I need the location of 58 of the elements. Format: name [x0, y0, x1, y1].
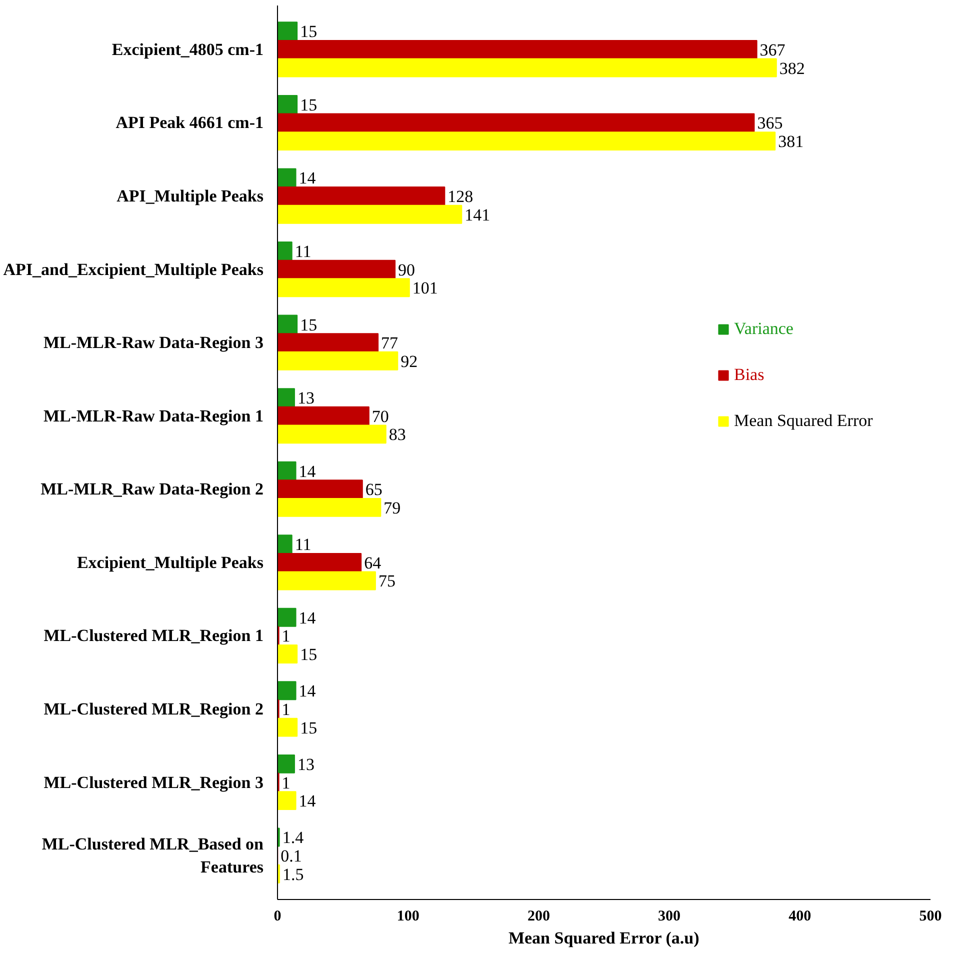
x-axis-title: Mean Squared Error (a.u) — [508, 928, 700, 948]
data-label: 83 — [388, 425, 406, 444]
data-label: 1 — [282, 773, 290, 792]
data-label: 92 — [400, 352, 418, 371]
legend-label: Variance — [734, 319, 794, 339]
data-label: 1.4 — [282, 828, 304, 848]
y-tick-label: ML-Clustered MLR_Based on Features — [42, 834, 264, 876]
legend-label: Bias — [734, 365, 764, 385]
data-label: 11 — [294, 535, 312, 554]
y-tick-label: API_Multiple Peaks — [116, 186, 264, 206]
y-tick-label: Excipient_Multiple Peaks — [76, 552, 264, 572]
data-label: 79 — [384, 498, 401, 518]
data-label: 365 — [757, 114, 783, 133]
data-label: 141 — [464, 205, 490, 224]
data-label: 13 — [297, 754, 314, 774]
y-tick-label: ML-Clustered MLR_Region 1 — [44, 626, 264, 646]
data-label: 14 — [298, 462, 316, 481]
data-label: 15 — [300, 315, 318, 334]
data-label: 14 — [298, 168, 316, 188]
y-tick-label: ML-MLR-Raw Data-Region 1 — [43, 406, 264, 426]
data-label: 1.5 — [282, 864, 304, 884]
data-label: 0.1 — [280, 846, 302, 866]
x-tick-label: 300 — [658, 908, 681, 924]
data-label: 11 — [294, 242, 312, 261]
data-label: 14 — [298, 792, 316, 811]
data-label: 75 — [378, 572, 396, 591]
data-label: 13 — [297, 388, 314, 408]
data-label: 101 — [412, 278, 438, 298]
y-tick-label: ML-Clustered MLR_Region 3 — [44, 772, 264, 792]
data-label: 90 — [398, 260, 416, 280]
x-tick-label: 500 — [919, 908, 942, 924]
data-label: 15 — [300, 645, 318, 664]
data-label: 15 — [300, 95, 318, 114]
data-label: 382 — [779, 58, 805, 78]
x-tick-label: 0 — [274, 908, 282, 924]
data-label: 15 — [300, 22, 318, 42]
data-label: 128 — [448, 187, 474, 206]
data-label: 14 — [298, 682, 316, 701]
data-label: 64 — [364, 553, 382, 572]
y-tick-label: ML-Clustered MLR_Region 2 — [44, 699, 264, 718]
data-label: 77 — [381, 334, 399, 353]
y-tick-label: ML-MLR-Raw Data-Region 3 — [43, 333, 264, 352]
data-label: 1 — [282, 700, 290, 719]
y-tick-label: Excipient_4805 cm-1 — [112, 40, 264, 59]
y-tick-label: ML-MLR_Raw Data-Region 2 — [40, 480, 264, 499]
y-tick-label: API Peak 4661 cm-1 — [116, 113, 264, 132]
x-tick-label: 200 — [527, 908, 550, 924]
data-label: 367 — [760, 40, 786, 60]
data-label: 14 — [298, 608, 316, 628]
y-tick-label: API_and_Excipient_Multiple Peaks — [3, 260, 264, 279]
data-label: 15 — [300, 718, 318, 738]
x-tick-label: 100 — [396, 908, 420, 924]
x-tick-label: 400 — [788, 908, 812, 924]
data-label: 65 — [365, 480, 382, 500]
legend-label: Mean Squared Error — [734, 411, 873, 431]
data-label: 70 — [372, 406, 389, 426]
data-label: 381 — [778, 132, 804, 152]
data-label: 1 — [282, 626, 290, 646]
